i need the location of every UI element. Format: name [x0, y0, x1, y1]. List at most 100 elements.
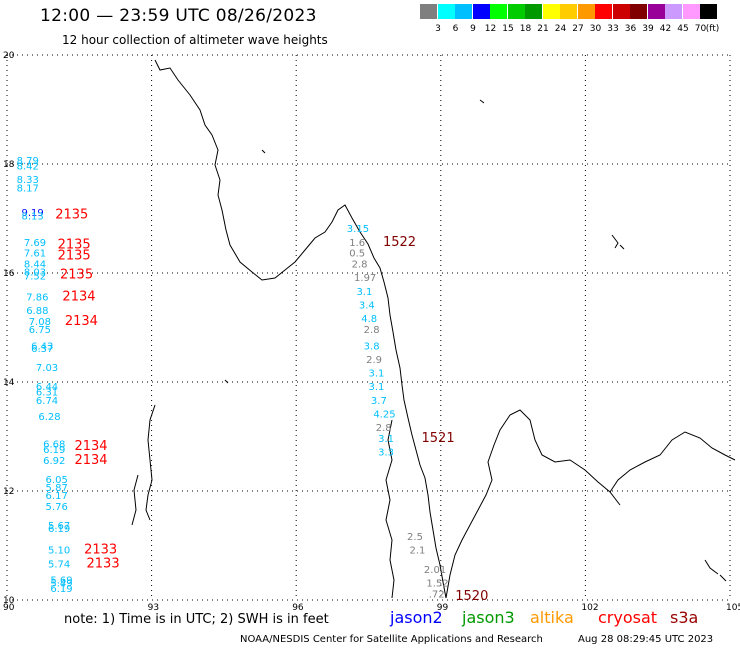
- footer-note: note: 1) Time is in UTC; 2) SWH is in fe…: [64, 612, 329, 627]
- legend-swatch: [525, 4, 542, 19]
- swh-value: 3.1: [369, 369, 385, 380]
- satellite-jason2: jason2: [390, 608, 443, 627]
- legend-swatch: [577, 4, 595, 19]
- swh-value: 0.5: [349, 249, 365, 260]
- legend-swatch: [507, 4, 525, 19]
- satellite-s3a: s3a: [670, 608, 699, 627]
- satellite-jason3: jason3: [462, 608, 515, 627]
- swh-value: 4.25: [373, 409, 395, 420]
- page-subtitle: 12 hour collection of altimeter wave hei…: [62, 33, 328, 47]
- legend-swatch: [455, 4, 472, 19]
- swh-value: 7.52: [24, 272, 46, 283]
- swh-value: 3.8: [364, 341, 380, 352]
- pass-time-label: 2134: [74, 453, 107, 468]
- legend-swatch: [700, 4, 717, 19]
- swh-value: 6.74: [36, 396, 58, 407]
- swh-value: .72: [429, 589, 445, 600]
- swh-value: 1.52: [426, 578, 448, 589]
- swh-value: 6.19: [48, 524, 70, 535]
- pass-time-label: 2135: [55, 208, 88, 223]
- swh-value: 6.37: [31, 344, 53, 355]
- swh-value: 6.17: [46, 491, 68, 502]
- swh-points: 8.798.42 8.338.17 9.198.13 7.697.618.448.03…: [17, 156, 449, 600]
- legend-swatch: [612, 4, 630, 19]
- legend-swatch: [420, 4, 437, 19]
- swh-value: 2.9: [366, 355, 382, 366]
- swh-value: 8.17: [17, 183, 39, 194]
- swh-value: 6.75: [29, 325, 51, 336]
- pass-time-label: 1522: [383, 235, 416, 250]
- legend-swatch: [542, 4, 560, 19]
- legend-swatch: [472, 4, 490, 19]
- page-title: 12:00 — 23:59 UTC 08/26/2023: [40, 6, 317, 26]
- swh-value: 5.87: [46, 483, 68, 494]
- swh-value: 5.67: [48, 521, 70, 532]
- swh-value: 6.28: [38, 412, 60, 423]
- legend-swatch: [630, 4, 647, 19]
- swh-value: 8.33: [17, 175, 39, 186]
- swh-value: 6.05: [46, 475, 68, 486]
- swh-value: 2.8: [352, 260, 368, 271]
- pass-time-label: 2133: [87, 556, 120, 571]
- swh-value: 7.03: [36, 363, 58, 374]
- coastline-mergui: [385, 419, 395, 599]
- swh-value: 6.92: [43, 456, 65, 467]
- swh-value: 5.74: [48, 559, 70, 570]
- lat-tick-label: 18: [3, 160, 15, 170]
- coastline-myanmar-west: [154, 59, 447, 599]
- legend-label: 18: [519, 24, 532, 34]
- legend-swatch: [437, 4, 455, 19]
- lon-tick-label: 105: [726, 603, 740, 613]
- lon-tick-label: 99: [437, 603, 449, 613]
- pass-time-label: 1520: [455, 589, 488, 604]
- swh-value: 4.8: [361, 314, 377, 325]
- island-cluster: [224, 99, 727, 582]
- swh-value: 8.44: [24, 260, 46, 271]
- swh-value: 8.42: [17, 161, 39, 172]
- legend-swatch: [682, 4, 700, 19]
- swh-value: 2.5: [407, 532, 423, 543]
- andaman-islands: [131, 404, 156, 526]
- pass-time-label: 2133: [84, 543, 117, 558]
- pass-time-label: 2134: [74, 439, 107, 454]
- swh-value: 3.1: [378, 434, 394, 445]
- legend-label: 15: [502, 24, 514, 34]
- coastline-thailand: [445, 409, 621, 599]
- legend-label: 70: [694, 24, 707, 34]
- swh-value: 1.6: [349, 238, 365, 249]
- swh-value: 3.1: [369, 382, 385, 393]
- swh-value: 6.19: [43, 445, 65, 456]
- legend-label: 3: [435, 24, 441, 34]
- map-grid: 90 93 96 99 102 105 20 18 16 14 12 10: [3, 51, 740, 613]
- swh-value: 6.19: [50, 584, 72, 595]
- swh-value: 2.1: [409, 546, 425, 557]
- legend-label: 36: [624, 24, 637, 34]
- lon-tick-label: 90: [3, 603, 15, 613]
- pass-time-label: 2134: [65, 314, 98, 329]
- pass-time-label: 1521: [422, 431, 455, 446]
- coastline-cambodia: [609, 431, 736, 493]
- legend-label: 39: [642, 24, 654, 34]
- legend-swatch: [560, 4, 577, 19]
- lat-tick-label: 20: [3, 51, 15, 61]
- swh-value: 7.61: [24, 249, 46, 260]
- swh-value: 5.10: [48, 546, 70, 557]
- swh-value: 8.03: [24, 268, 46, 279]
- coastline: [131, 59, 736, 599]
- legend-swatch: [490, 4, 507, 19]
- lat-tick-label: 12: [3, 487, 14, 497]
- legend-label: 24: [554, 24, 567, 34]
- legend-label: 21: [537, 24, 549, 34]
- legend-unit: (ft): [705, 24, 720, 34]
- lon-tick-label: 93: [148, 603, 159, 613]
- swh-value: 7.08: [29, 317, 51, 328]
- swh-value: 2.8: [376, 423, 392, 434]
- credit-text: NOAA/NESDIS Center for Satellite Applica…: [240, 634, 543, 645]
- swh-value: 6.68: [43, 439, 65, 450]
- legend-label: 45: [677, 24, 689, 34]
- legend-label: 42: [659, 24, 672, 34]
- swh-value: 7.86: [26, 292, 48, 303]
- swh-value: 6.88: [26, 306, 48, 317]
- swh-value: 6.44: [36, 382, 58, 393]
- legend-label: 30: [589, 24, 602, 34]
